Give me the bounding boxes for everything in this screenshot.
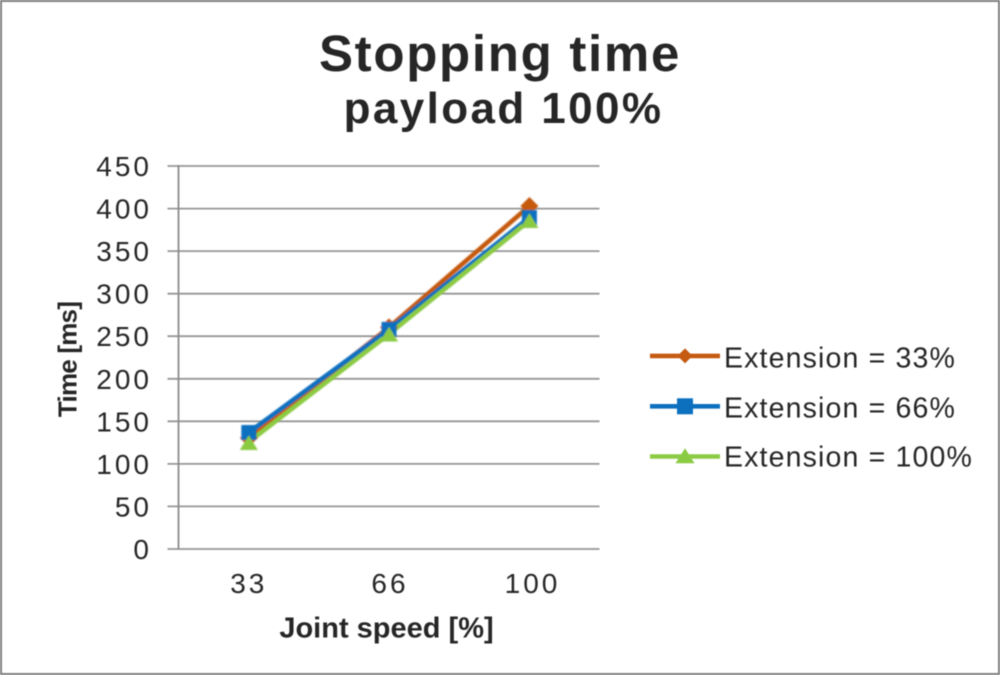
svg-text:Extension = 33%: Extension = 33% <box>724 342 956 374</box>
svg-text:33: 33 <box>230 568 267 599</box>
svg-text:Stopping time: Stopping time <box>319 25 681 82</box>
svg-text:250: 250 <box>96 321 152 352</box>
svg-text:350: 350 <box>96 236 152 267</box>
svg-text:66: 66 <box>371 568 408 599</box>
svg-text:450: 450 <box>96 151 152 182</box>
svg-text:100: 100 <box>96 449 152 480</box>
svg-text:150: 150 <box>96 406 152 437</box>
svg-text:0: 0 <box>133 534 152 565</box>
svg-text:300: 300 <box>96 279 152 310</box>
svg-text:50: 50 <box>115 491 152 522</box>
svg-text:Time [ms]: Time [ms] <box>53 302 83 417</box>
svg-text:Extension = 100%: Extension = 100% <box>724 442 973 474</box>
svg-text:100: 100 <box>505 568 561 599</box>
svg-text:Extension = 66%: Extension = 66% <box>724 392 956 424</box>
svg-text:Joint speed [%]: Joint speed [%] <box>279 613 493 645</box>
svg-text:400: 400 <box>96 194 152 225</box>
svg-text:200: 200 <box>96 364 152 395</box>
svg-text:payload 100%: payload 100% <box>344 84 664 133</box>
